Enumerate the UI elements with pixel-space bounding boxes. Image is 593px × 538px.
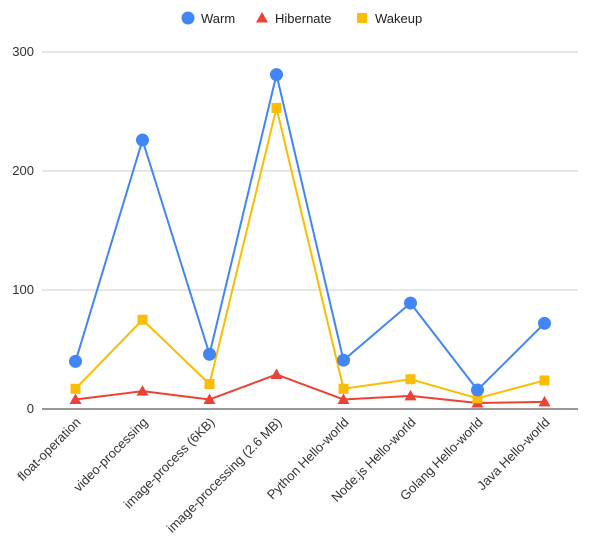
x-axis: float-operationvideo-processingimage-pro…	[14, 415, 552, 536]
series-warm	[69, 68, 551, 397]
data-point-wakeup	[338, 383, 349, 394]
data-point-hibernate	[136, 385, 149, 396]
data-point-warm	[270, 68, 283, 82]
data-point-wakeup	[405, 374, 416, 385]
data-point-wakeup	[70, 383, 81, 394]
series-wakeup	[70, 102, 550, 404]
y-tick-label: 100	[12, 282, 34, 297]
grid-lines	[42, 51, 578, 410]
data-point-warm	[538, 316, 551, 330]
data-point-hibernate	[337, 393, 350, 404]
data-point-warm	[69, 354, 82, 368]
legend-marker-wakeup	[357, 13, 367, 23]
legend-marker-warm	[181, 11, 195, 25]
data-point-hibernate	[69, 393, 82, 404]
y-tick-label: 300	[12, 44, 34, 59]
series-line-hibernate	[75, 373, 545, 405]
legend-label: Wakeup	[375, 11, 422, 26]
y-axis: 0 100 200 300	[12, 44, 34, 416]
x-tick-label: float-operation	[14, 415, 83, 484]
data-point-wakeup	[271, 102, 282, 113]
legend-item-wakeup: Wakeup	[357, 11, 422, 26]
legend-item-hibernate: Hibernate	[256, 11, 331, 26]
data-point-wakeup	[472, 393, 483, 404]
data-point-hibernate	[538, 395, 551, 407]
data-point-wakeup	[137, 314, 148, 325]
y-tick-label: 0	[27, 401, 34, 416]
data-point-hibernate	[270, 368, 283, 379]
legend-label: Hibernate	[275, 11, 331, 26]
x-tick-label: image-processing (2.6 MB)	[164, 415, 285, 536]
data-point-hibernate	[404, 389, 417, 401]
legend-label: Warm	[201, 11, 235, 26]
data-point-wakeup	[539, 375, 550, 386]
data-point-wakeup	[204, 379, 215, 390]
data-point-hibernate	[203, 393, 216, 404]
legend-item-warm: Warm	[181, 11, 235, 26]
series-line-warm	[74, 73, 546, 391]
data-point-warm	[471, 383, 484, 397]
data-point-warm	[404, 296, 417, 310]
y-tick-label: 200	[12, 163, 34, 178]
data-point-warm	[203, 347, 216, 361]
data-point-warm	[337, 353, 350, 367]
legend: Warm Hibernate Wakeup	[181, 11, 422, 26]
legend-marker-hibernate	[256, 12, 268, 23]
series-layer	[69, 68, 551, 408]
x-tick-label: Java Hello-world	[474, 415, 553, 494]
data-point-warm	[136, 133, 149, 147]
series-line-wakeup	[74, 106, 545, 400]
